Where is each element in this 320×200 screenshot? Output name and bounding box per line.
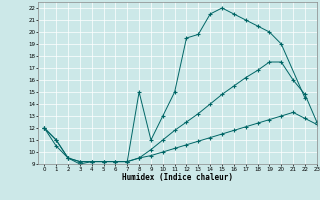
X-axis label: Humidex (Indice chaleur): Humidex (Indice chaleur) bbox=[122, 173, 233, 182]
